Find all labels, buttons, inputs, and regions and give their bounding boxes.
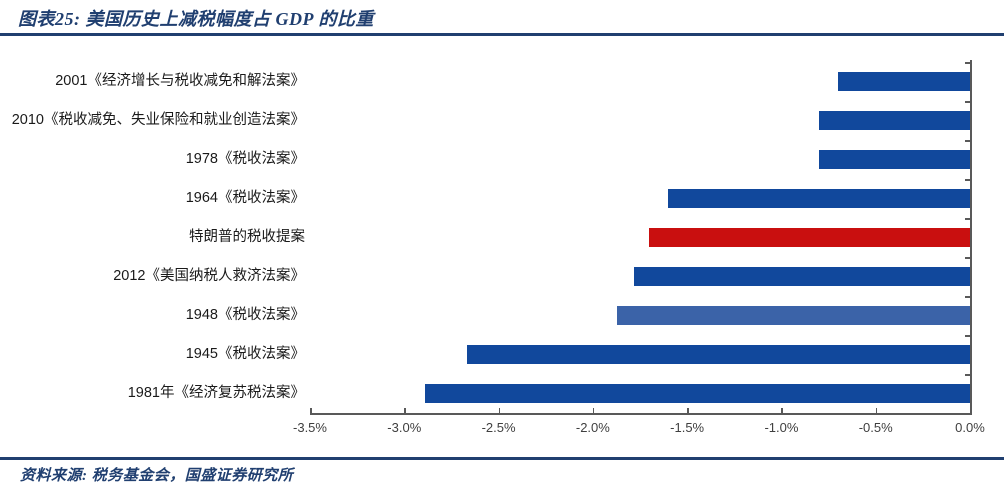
footer-divider	[0, 457, 1004, 460]
x-axis-tick-label: -2.0%	[575, 420, 610, 435]
x-axis-tick	[404, 408, 406, 415]
category-label: 2012《美国纳税人救济法案》	[113, 268, 305, 284]
x-axis-tick-label: -3.0%	[387, 420, 422, 435]
category-label: 1981年《经济复苏税法案》	[127, 385, 305, 401]
x-axis-tick-label: -0.5%	[858, 420, 893, 435]
x-axis-tick	[687, 408, 689, 415]
y-axis-tick	[965, 218, 970, 220]
x-axis-tick-label: -1.0%	[764, 420, 799, 435]
x-axis-tick	[875, 408, 878, 415]
x-axis-tick	[310, 408, 312, 415]
category-label: 2001《经济增长与税收减免和解法案》	[55, 73, 305, 89]
data-bar	[668, 189, 970, 208]
y-axis-tick	[965, 179, 970, 181]
category-label: 2010《税收减免、失业保险和就业创造法案》	[11, 112, 305, 128]
data-bar	[425, 384, 970, 403]
y-axis-tick	[965, 62, 970, 64]
y-axis-tick	[965, 374, 970, 376]
category-label: 1964《税收法案》	[185, 190, 305, 206]
y-axis-tick	[965, 101, 970, 103]
data-bar	[819, 111, 970, 130]
y-axis-tick	[965, 140, 970, 142]
x-axis-tick-label: -3.5%	[293, 420, 327, 435]
category-label: 1945《税收法案》	[185, 346, 305, 362]
data-bar	[634, 267, 970, 286]
category-label: 1948《税收法案》	[185, 307, 305, 323]
y-axis-tick	[965, 296, 970, 298]
x-axis-tick	[498, 408, 501, 415]
data-bar	[466, 345, 970, 364]
data-bar	[819, 150, 970, 169]
y-axis-line	[970, 60, 972, 413]
category-label: 1978《税收法案》	[185, 151, 305, 167]
category-label: 特朗普的税收提案	[189, 229, 305, 245]
data-bar	[838, 72, 970, 91]
x-axis-tick-label: -1.5%	[670, 420, 705, 435]
data-bar	[617, 306, 970, 325]
data-bar	[649, 228, 970, 247]
title-divider	[0, 33, 1004, 36]
x-axis-tick-label: -2.5%	[481, 420, 516, 435]
x-axis-tick	[970, 408, 972, 415]
x-axis-tick	[781, 408, 783, 415]
chart-title: 图表25: 美国历史上减税幅度占 GDP 的比重	[18, 9, 374, 29]
x-axis-tick-label: 0.0%	[955, 420, 985, 435]
x-axis-line	[310, 413, 972, 415]
x-axis-tick	[592, 408, 595, 415]
y-axis-tick	[965, 257, 970, 259]
source-note: 资料来源: 税务基金会，国盛证券研究所	[20, 468, 294, 484]
y-axis-tick	[965, 335, 970, 337]
